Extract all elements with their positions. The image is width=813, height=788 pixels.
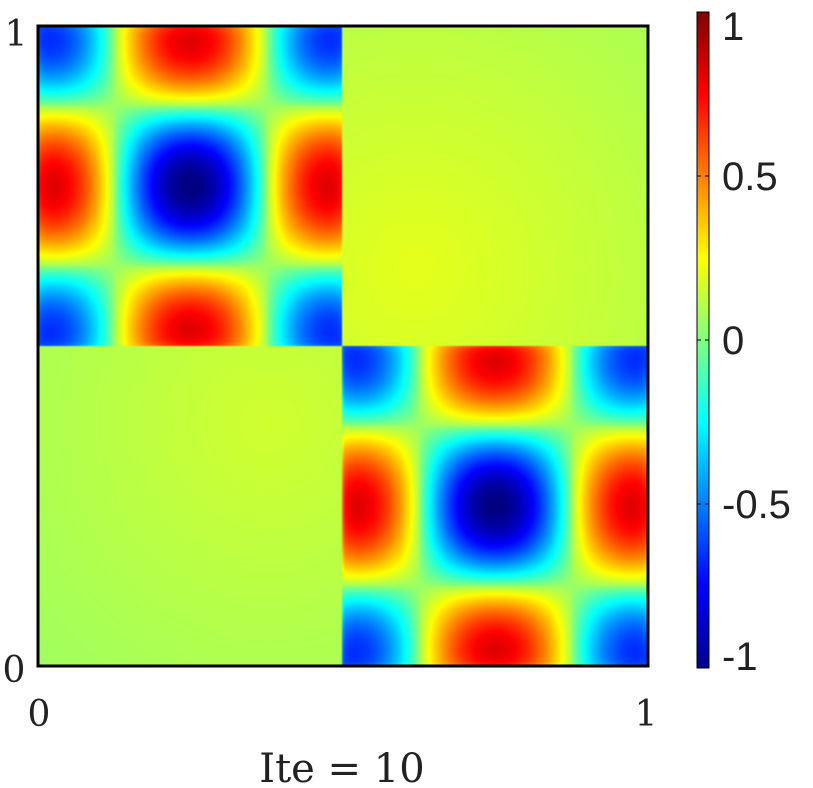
x-tick-right: 1: [635, 694, 658, 735]
plot-frame: [36, 24, 650, 668]
heatmap-image: [38, 26, 648, 666]
y-tick-bottom: 0: [3, 650, 26, 691]
x-tick-left: 0: [28, 694, 51, 735]
colorbar-tick-label: -0.5: [722, 483, 791, 527]
colorbar-tick-label: -1: [722, 635, 758, 679]
colorbar-tick-label: 1: [722, 5, 744, 49]
x-axis-label: Ite = 10: [259, 746, 424, 788]
y-tick-top: 1: [5, 14, 28, 55]
colorbar-tick-label: 0: [722, 319, 744, 363]
colorbar-tick-label: 0.5: [722, 155, 778, 199]
colorbar-ticks: 1 0.5 0 -0.5 -1: [697, 5, 791, 679]
